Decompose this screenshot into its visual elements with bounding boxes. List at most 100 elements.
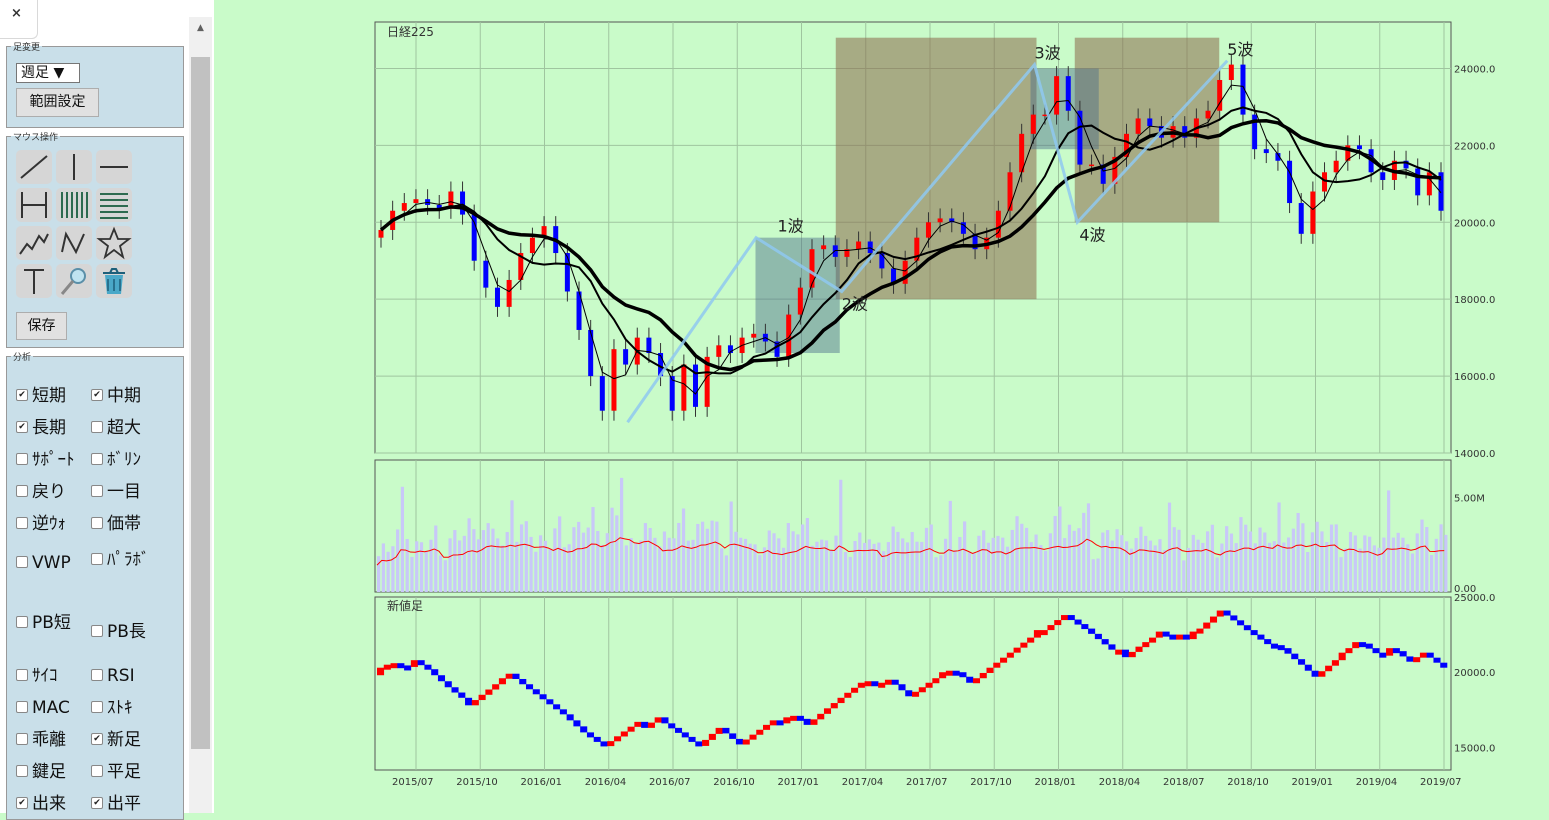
volume-bar [1067, 524, 1072, 592]
horizontal-fan-button[interactable] [96, 188, 132, 222]
close-button[interactable]: × [0, 0, 38, 39]
range-settings-button[interactable]: 範囲設定 [16, 88, 99, 117]
checkbox-box[interactable] [16, 452, 28, 465]
volume-bar [1325, 542, 1329, 592]
horizontal-line-button[interactable] [96, 150, 132, 184]
checkbox-4[interactable]: ｻﾎﾟｰﾄ [16, 449, 75, 471]
checkbox-9[interactable]: 価帯 [91, 513, 141, 535]
star-icon [96, 226, 132, 260]
checkbox-box[interactable] [91, 700, 103, 713]
checkbox-box[interactable] [16, 700, 28, 713]
volume-bar [658, 546, 662, 592]
checkbox-22[interactable]: ✔ 出来 [16, 793, 66, 815]
volume-bar [1348, 532, 1353, 592]
checkbox-7[interactable]: 一目 [91, 481, 141, 503]
checkbox-1[interactable]: ✔ 中期 [91, 385, 141, 407]
candle [727, 345, 733, 354]
volume-bar [529, 536, 533, 592]
checkbox-box[interactable] [91, 516, 103, 529]
candle [1380, 172, 1386, 180]
volume-bar [1015, 516, 1019, 592]
volume-bar [696, 523, 700, 592]
checkbox-16[interactable]: MAC [16, 697, 70, 719]
candle [611, 349, 617, 411]
volume-bar [943, 538, 948, 592]
checkbox-8[interactable]: 逆ｳｫ [16, 513, 66, 535]
volume-bar [524, 521, 528, 592]
checkbox-box[interactable]: ✔ [16, 388, 28, 401]
checkbox-box[interactable] [91, 624, 103, 637]
zigzag-button[interactable] [16, 226, 52, 260]
volume-bar [1391, 537, 1396, 592]
checkbox-3[interactable]: 超大 [91, 417, 141, 439]
checkbox-label: 出来 [32, 794, 66, 814]
checkbox-11[interactable]: ﾊﾟﾗﾎﾞ [91, 549, 151, 571]
checkbox-12[interactable]: PB短 [16, 609, 76, 637]
checkbox-5[interactable]: ﾎﾞﾘﾝ [91, 449, 141, 471]
panel-frame [374, 596, 1452, 771]
checkbox-box[interactable]: ✔ [91, 732, 103, 745]
checkbox-box[interactable] [91, 484, 103, 497]
checkbox-2[interactable]: ✔ 長期 [16, 417, 66, 439]
checkbox-box[interactable] [91, 764, 103, 777]
checkbox-box[interactable] [16, 484, 28, 497]
volume-bar [762, 547, 767, 592]
volume-bar [1382, 537, 1386, 592]
new-price-bar [1318, 671, 1326, 677]
x-tick-label: 2017/01 [778, 777, 820, 788]
checkbox-box[interactable] [91, 552, 103, 565]
checkbox-6[interactable]: 戻り [16, 481, 66, 503]
horizontal-bounds-button[interactable] [16, 188, 52, 222]
x-tick-label: 2018/07 [1163, 777, 1205, 788]
new-price-bar [1027, 637, 1035, 643]
checkbox-23[interactable]: ✔ 出平 [91, 793, 141, 815]
vertical-line-button[interactable] [56, 150, 92, 184]
new-price-bar [735, 738, 743, 745]
volume-bar [1363, 535, 1367, 592]
checkbox-18[interactable]: 乖離 [16, 729, 66, 751]
checkbox-17[interactable]: ｽﾄｷ [91, 697, 133, 719]
checkbox-box[interactable] [91, 420, 103, 433]
checkbox-box[interactable]: ✔ [91, 388, 103, 401]
checkbox-box[interactable] [16, 516, 28, 529]
checkbox-13[interactable]: PB長 [91, 621, 146, 643]
wave-button[interactable] [56, 226, 92, 260]
checkbox-box[interactable] [16, 555, 28, 568]
volume-bar [1010, 529, 1014, 592]
checkbox-box[interactable]: ✔ [16, 796, 28, 809]
checkbox-box[interactable] [16, 615, 28, 628]
star-button[interactable] [96, 226, 132, 260]
vertical-fan-button[interactable] [56, 188, 92, 222]
magnifier-button[interactable] [56, 264, 92, 298]
sidebar-scrollbar[interactable]: ▲ [189, 17, 212, 813]
checkbox-15[interactable]: RSI [91, 665, 135, 687]
checkbox-box[interactable] [16, 764, 28, 777]
line-tool-button[interactable] [16, 150, 52, 184]
volume-bar [1334, 524, 1338, 592]
checkbox-21[interactable]: 平足 [91, 761, 141, 783]
interval-select[interactable]: 週足 ▼ [16, 63, 80, 83]
checkbox-14[interactable]: ｻｲｺ [16, 665, 58, 687]
checkbox-10[interactable]: VWP [16, 549, 76, 577]
scroll-up-arrow-icon[interactable]: ▲ [197, 23, 204, 33]
checkbox-box[interactable]: ✔ [91, 796, 103, 809]
checkbox-box[interactable] [16, 732, 28, 745]
checkbox-label: 平足 [107, 762, 141, 782]
candle [646, 337, 652, 354]
checkbox-19[interactable]: ✔ 新足 [91, 729, 141, 751]
volume-bar [648, 527, 652, 592]
checkbox-20[interactable]: 鍵足 [16, 761, 66, 783]
checkbox-box[interactable] [91, 452, 103, 465]
checkbox-box[interactable] [91, 668, 103, 681]
checkbox-0[interactable]: ✔ 短期 [16, 385, 66, 407]
checkbox-box[interactable] [16, 668, 28, 681]
new-price-bar [1304, 664, 1312, 671]
save-button[interactable]: 保存 [16, 312, 67, 340]
text-tool-button[interactable] [16, 264, 52, 298]
checkbox-box[interactable]: ✔ [16, 420, 28, 433]
trash-button[interactable] [96, 264, 132, 298]
candle [914, 237, 920, 261]
volume-bar [377, 556, 381, 592]
scrollbar-thumb[interactable] [191, 57, 210, 749]
volume-bar [653, 537, 657, 592]
